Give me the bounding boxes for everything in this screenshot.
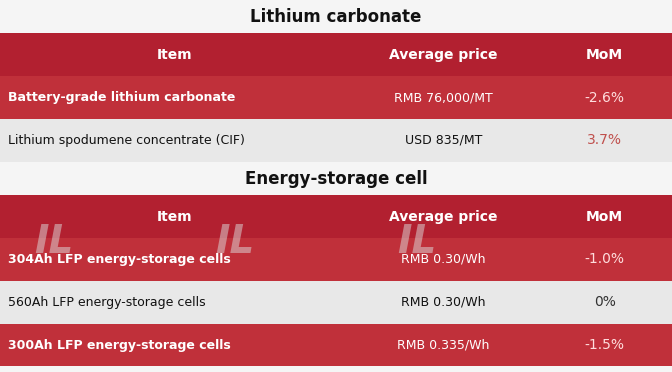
Text: Item: Item <box>157 48 193 62</box>
Bar <box>538 33 672 76</box>
Text: RMB 0.30/Wh: RMB 0.30/Wh <box>401 296 486 309</box>
Bar <box>0 119 349 162</box>
Bar <box>349 33 538 76</box>
Text: MoM: MoM <box>586 48 624 62</box>
Text: Average price: Average price <box>389 210 498 224</box>
Text: -1.5%: -1.5% <box>585 338 625 352</box>
Bar <box>349 324 538 366</box>
Text: 300Ah LFP energy-storage cells: 300Ah LFP energy-storage cells <box>8 339 230 352</box>
Text: Battery-grade lithium carbonate: Battery-grade lithium carbonate <box>8 91 235 104</box>
Bar <box>538 119 672 162</box>
Bar <box>349 238 538 281</box>
Text: 560Ah LFP energy-storage cells: 560Ah LFP energy-storage cells <box>8 296 206 309</box>
Text: Lithium carbonate: Lithium carbonate <box>250 8 422 26</box>
Bar <box>349 76 538 119</box>
Text: IL: IL <box>216 223 255 261</box>
Text: RMB 76,000/MT: RMB 76,000/MT <box>394 91 493 104</box>
Text: Item: Item <box>157 210 193 224</box>
Text: RMB 0.335/Wh: RMB 0.335/Wh <box>397 339 490 352</box>
Bar <box>349 281 538 324</box>
Bar <box>538 324 672 366</box>
Bar <box>0 324 349 366</box>
Bar <box>349 195 538 238</box>
Bar <box>0 238 349 281</box>
Text: 3.7%: 3.7% <box>587 134 622 147</box>
Text: Average price: Average price <box>389 48 498 62</box>
Bar <box>0 76 349 119</box>
Bar <box>538 76 672 119</box>
Text: 304Ah LFP energy-storage cells: 304Ah LFP energy-storage cells <box>8 253 230 266</box>
Text: Energy-storage cell: Energy-storage cell <box>245 170 427 187</box>
Bar <box>0 33 349 76</box>
Text: MoM: MoM <box>586 210 624 224</box>
Bar <box>349 119 538 162</box>
Bar <box>538 238 672 281</box>
Text: RMB 0.30/Wh: RMB 0.30/Wh <box>401 253 486 266</box>
Text: IL: IL <box>397 223 436 261</box>
Bar <box>0 281 349 324</box>
Bar <box>538 195 672 238</box>
Text: 0%: 0% <box>594 295 616 309</box>
Text: -2.6%: -2.6% <box>585 91 625 105</box>
Bar <box>538 281 672 324</box>
Text: Lithium spodumene concentrate (CIF): Lithium spodumene concentrate (CIF) <box>8 134 245 147</box>
Text: IL: IL <box>34 223 73 261</box>
Text: -1.0%: -1.0% <box>585 253 625 266</box>
Bar <box>0 195 349 238</box>
Text: USD 835/MT: USD 835/MT <box>405 134 482 147</box>
